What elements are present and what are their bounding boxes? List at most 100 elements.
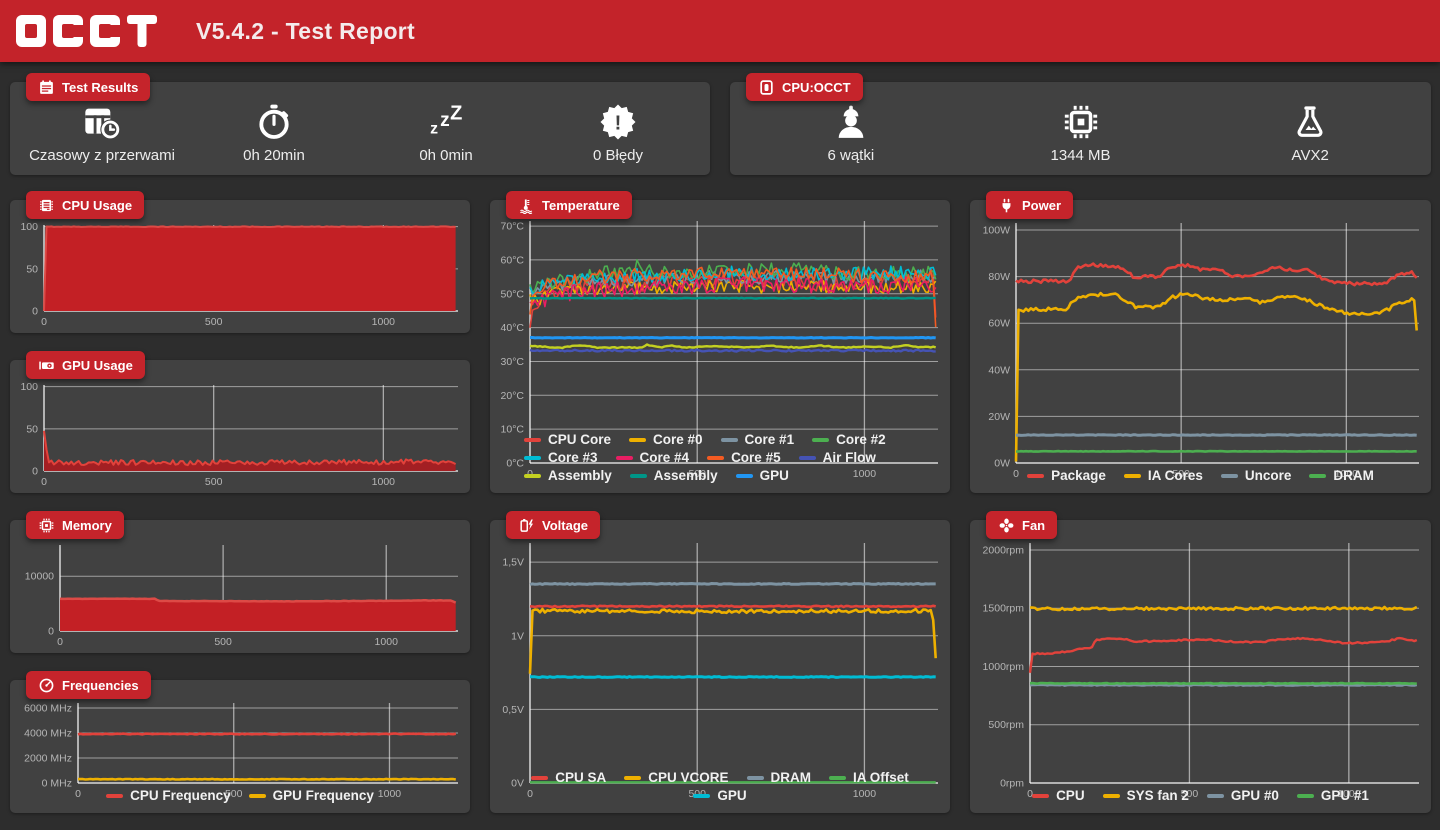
fan-plot: 0rpm 500rpm 1000rpm 1500rpm 2000rpm 0 500 1000 bbox=[974, 535, 1427, 800]
svg-text:1000: 1000 bbox=[372, 476, 396, 488]
cpu-icon bbox=[38, 197, 55, 214]
legend-item: Core #3 bbox=[524, 450, 598, 465]
legend-label: DRAM bbox=[770, 770, 812, 785]
legend-item: GPU #0 bbox=[1206, 788, 1279, 803]
summary-item: z z Z 0h 0min bbox=[360, 102, 532, 164]
legend-item: DRAM bbox=[1309, 468, 1374, 483]
svg-text:80W: 80W bbox=[988, 271, 1010, 283]
legend-label: Assembly bbox=[548, 468, 612, 483]
svg-text:2000 MHz: 2000 MHz bbox=[24, 753, 72, 765]
legend-label: GPU bbox=[759, 468, 789, 483]
legend-swatch bbox=[524, 473, 541, 478]
cpu-usage-chart-panel: CPU Usage 0 50 100 0 500 1000 bbox=[10, 191, 470, 333]
fan-icon bbox=[998, 517, 1015, 534]
svg-text:40°C: 40°C bbox=[501, 322, 525, 334]
stopwatch-icon bbox=[254, 102, 294, 142]
svg-text:50: 50 bbox=[26, 423, 38, 435]
temperature-legend: CPU Core Core #0 Core #1 Core #2 Core #3 Core… bbox=[494, 430, 946, 491]
summary-item-label: 0 Błędy bbox=[592, 146, 644, 164]
legend-swatch bbox=[1123, 473, 1141, 478]
legend-item: IA Offset bbox=[829, 770, 909, 785]
gpu-usage-chart-panel: GPU Usage 0 50 100 0 500 1000 bbox=[10, 351, 470, 493]
svg-text:500: 500 bbox=[688, 468, 706, 480]
svg-text:1000: 1000 bbox=[1337, 788, 1361, 800]
temperature-chart-panel: Temperature 0°C 10°C 20°C 30°C 40°C 50°C 60°C 7… bbox=[490, 191, 950, 493]
legend-item: CPU Frequency bbox=[106, 788, 231, 803]
legend-swatch bbox=[1296, 793, 1314, 798]
power-chart-panel: Power 0W 20W 40W 60W 80W 100W 0 500 1000 Package… bbox=[970, 191, 1431, 493]
legend-label: Core #2 bbox=[836, 432, 886, 447]
cpu-usage-badge-label: CPU Usage bbox=[62, 197, 133, 213]
summary-item-label: 0h 20min bbox=[243, 146, 305, 164]
svg-text:0: 0 bbox=[41, 476, 47, 488]
fan-badge: Fan bbox=[986, 511, 1058, 539]
memory-badge-label: Memory bbox=[62, 517, 112, 533]
app-header: V5.4.2 - Test Report bbox=[0, 0, 1440, 62]
cpu-usage-badge: CPU Usage bbox=[26, 191, 145, 219]
svg-text:500: 500 bbox=[205, 476, 223, 488]
svg-text:40W: 40W bbox=[988, 364, 1010, 376]
svg-text:0rpm: 0rpm bbox=[1000, 778, 1024, 790]
legend-swatch bbox=[1206, 793, 1224, 798]
page-title: V5.4.2 - Test Report bbox=[196, 17, 416, 44]
legend-label: CPU bbox=[1056, 788, 1085, 803]
svg-text:100: 100 bbox=[20, 381, 38, 393]
legend-item: Assembly bbox=[524, 468, 612, 483]
legend-swatch bbox=[1309, 473, 1327, 478]
memory-chart-panel: Memory 0 10000 0 500 1000 bbox=[10, 511, 470, 653]
legend-label: Core #5 bbox=[731, 450, 781, 465]
svg-text:0: 0 bbox=[32, 306, 38, 318]
svg-text:500rpm: 500rpm bbox=[988, 719, 1024, 731]
temperature-plot: 0°C10°C20°C30°C40°C50°C60°C70°C05001000 bbox=[494, 215, 946, 480]
legend-swatch bbox=[524, 437, 541, 442]
svg-text:500: 500 bbox=[214, 636, 232, 648]
legend-label: IA Offset bbox=[853, 770, 909, 785]
svg-text:70°C: 70°C bbox=[501, 221, 525, 233]
svg-text:z: z bbox=[440, 110, 450, 131]
calendar-icon bbox=[38, 79, 55, 96]
frequencies-chart-panel: Frequencies 0 MHz 2000 MHz 4000 MHz 6000 MH… bbox=[10, 671, 470, 813]
frequencies-badge: Frequencies bbox=[26, 671, 151, 699]
summary-item-label: AVX2 bbox=[1291, 146, 1329, 164]
svg-text:1V: 1V bbox=[511, 630, 524, 642]
gpu-usage-badge-label: GPU Usage bbox=[62, 357, 133, 373]
svg-text:1000: 1000 bbox=[853, 468, 877, 480]
legend-swatch bbox=[746, 775, 764, 780]
svg-text:0: 0 bbox=[1013, 468, 1019, 480]
summary-item-label: 6 wątki bbox=[827, 146, 875, 164]
svg-text:0: 0 bbox=[75, 788, 81, 800]
legend-item: CPU Core bbox=[524, 432, 611, 447]
fan-legend: CPU SYS fan 2 GPU #0 GPU #1 bbox=[974, 786, 1427, 811]
svg-text:2000rpm: 2000rpm bbox=[983, 544, 1025, 556]
occt-logo bbox=[16, 15, 157, 47]
svg-text:10°C: 10°C bbox=[501, 424, 525, 436]
power-plot: 0W 20W 40W 60W 80W 100W 0 500 1000 bbox=[974, 215, 1427, 480]
svg-text:10000: 10000 bbox=[25, 571, 54, 583]
svg-text:100: 100 bbox=[20, 221, 38, 233]
svg-text:0: 0 bbox=[32, 466, 38, 478]
legend-item: Package bbox=[1027, 468, 1106, 483]
svg-text:0: 0 bbox=[57, 636, 63, 648]
legend-item: Air Flow bbox=[798, 450, 876, 465]
legend-label: CPU VCORE bbox=[648, 770, 729, 785]
svg-text:0: 0 bbox=[48, 626, 54, 638]
svg-text:1000: 1000 bbox=[375, 636, 399, 648]
svg-text:0V: 0V bbox=[511, 778, 524, 790]
fan-chart-panel: Fan 0rpm 500rpm 1000rpm 1500rpm 2000rpm 0 500 1… bbox=[970, 511, 1431, 813]
gpu-usage-badge: GPU Usage bbox=[26, 351, 145, 379]
temperature-badge-label: Temperature bbox=[542, 197, 620, 213]
power-legend: Package IA Cores Uncore DRAM bbox=[974, 466, 1427, 491]
legend-swatch bbox=[1220, 473, 1238, 478]
svg-text:0: 0 bbox=[41, 316, 47, 328]
alert-icon: ! bbox=[598, 102, 638, 142]
legend-item: CPU VCORE bbox=[624, 770, 729, 785]
svg-text:30°C: 30°C bbox=[501, 356, 525, 368]
svg-text:1,5V: 1,5V bbox=[502, 557, 524, 569]
legend-swatch bbox=[624, 775, 642, 780]
legend-item: Core #4 bbox=[615, 450, 689, 465]
legend-item: GPU #1 bbox=[1296, 788, 1369, 803]
frequencies-plot: 0 MHz 2000 MHz 4000 MHz 6000 MHz 0 500 1000 bbox=[14, 695, 466, 800]
cpu-occt-badge: CPU:OCCT bbox=[746, 73, 863, 101]
